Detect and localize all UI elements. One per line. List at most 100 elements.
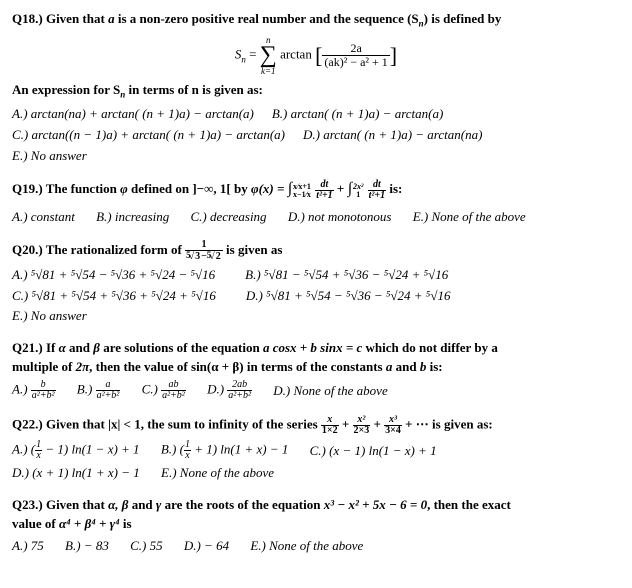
q21-Cl: C.) [142, 382, 162, 397]
q21-Cf: aba²+b² [161, 380, 186, 401]
q18-line2: An expression for Sn in terms of n is gi… [12, 81, 620, 101]
q20-t2: is given as [226, 242, 282, 257]
q21-line2: multiple of 2π, then the value of sin(α … [12, 358, 620, 376]
q22-options: A.) (1x − 1) ln(1 − x) + 1 B.) (1x + 1) … [12, 440, 620, 482]
q19-i1hi: x⁄x+1x−1⁄x [292, 183, 312, 199]
q18-options: A.) arctan(na) + arctan( (n + 1)a) − arc… [12, 104, 620, 164]
q23-E: E.) None of the above [250, 537, 363, 555]
q19-D: D.) not monotonous [288, 208, 392, 226]
q22-abs: |x| < 1 [108, 417, 141, 432]
q19-frac1: dtt²+1 [315, 180, 333, 201]
q19-plus: + [337, 181, 348, 196]
q19-i2l: 1 [352, 191, 364, 199]
q23-abg: α, β [108, 497, 128, 512]
q23-options: A.) 75 B.) − 83 C.) 55 D.) − 64 E.) None… [12, 536, 620, 555]
q22-E: E.) None of the above [161, 464, 274, 482]
q19-phix: φ(x) = [251, 181, 288, 196]
q21-b: β [93, 340, 100, 355]
root5r-icon: 5 [207, 250, 212, 260]
q18-sumbot: k=1 [260, 65, 277, 77]
q22-num: Q22.) [12, 417, 43, 432]
q22-f3d: 3×4 [384, 426, 402, 436]
q19-B: B.) increasing [96, 208, 169, 226]
q19-i1l: x−1⁄x [292, 191, 312, 199]
q18-arctan: arctan [280, 46, 312, 61]
q20-B: B.) ⁵√81 − ⁵√54 + ⁵√36 − ⁵√24 + ⁵√16 [245, 266, 448, 284]
q21-Dl: D.) [207, 382, 227, 397]
q22-f2d: 2×3 [353, 426, 371, 436]
q22-p3: + ⋯ [402, 417, 429, 432]
q23-C: C.) 55 [130, 537, 163, 555]
q19-t2: defined on [128, 181, 193, 196]
q19-t1: The function [46, 181, 120, 196]
q22-t1: Given that [46, 417, 108, 432]
sum-icon: n∑k=1 [260, 34, 277, 77]
q21-l2d: is: [426, 359, 442, 374]
q18-B: B.) arctan( (n + 1)a) − arctan(a) [272, 105, 443, 123]
q20-stem: Q20.) The rationalized form of 15√3−5√2 … [12, 240, 620, 262]
q22-A: A.) (1x − 1) ln(1 − x) + 1 [12, 440, 140, 461]
sigma-icon: ∑ [260, 46, 277, 65]
q21-A: A.) ba²+b² [12, 380, 56, 401]
q23-t1: Given that [46, 497, 108, 512]
q18-D: D.) arctan( (n + 1)a) − arctan(na) [303, 126, 482, 144]
q22-f2: x²2×3 [353, 415, 371, 436]
q22-f1: x1×2 [321, 415, 339, 436]
q20-num: Q20.) [12, 242, 43, 257]
q22-Bf: 1x [184, 440, 191, 461]
q21-and1: and [66, 340, 93, 355]
q19-int: ]−∞, 1[ [192, 181, 230, 196]
q20-fd: 5√3−5√2 [185, 251, 223, 262]
q18-C: C.) arctan((n − 1)a) + arctan( (n + 1)a)… [12, 126, 285, 144]
q18-t1: Given that [46, 11, 108, 26]
q19-t4: is: [389, 181, 402, 196]
q21-sin: sin(α + β) [191, 359, 244, 374]
q18-A: A.) arctan(na) + arctan( (n + 1)a) − arc… [12, 105, 254, 123]
q21-Bf: aa²+b² [96, 380, 121, 401]
q22-t2: , the sum to infinity of the series [141, 417, 321, 432]
q20-t1: The rationalized form of [46, 242, 185, 257]
q21-B: B.) aa²+b² [77, 380, 121, 401]
q21-l2c: in terms of the constants [244, 359, 386, 374]
q19-t3: by [231, 181, 251, 196]
q21-stem: Q21.) If α and β are solutions of the eq… [12, 339, 620, 357]
q18: Q18.) Given that a is a non-zero positiv… [12, 10, 620, 164]
q18-seq: (S [407, 11, 419, 26]
q23-line2: value of α⁴ + β⁴ + γ⁴ is [12, 515, 620, 533]
q20-fdr: 2 [215, 250, 222, 262]
q21-t2: are solutions of the equation [100, 340, 263, 355]
q21-num: Q21.) [12, 340, 43, 355]
q23-t2: are the roots of the equation [161, 497, 323, 512]
q21-D: D.) 2aba²+b² [207, 380, 252, 401]
q19-i2: 2x²1 [352, 183, 364, 199]
q23-l2a: value of [12, 516, 59, 531]
q21-a: α [59, 340, 66, 355]
q18-fd: (ak)² − a² + 1 [322, 56, 389, 69]
q23-and: and [128, 497, 155, 512]
q18-l2a: An expression for S [12, 82, 120, 97]
q22-p1: + [339, 417, 353, 432]
q21-t1: If [46, 340, 59, 355]
q21-Cd: a²+b² [161, 391, 186, 401]
q23: Q23.) Given that α, β and γ are the root… [12, 496, 620, 555]
q18-eq: = [246, 46, 260, 61]
q21-Bl: B.) [77, 382, 96, 397]
q18-frac: 2a(ak)² − a² + 1 [322, 42, 389, 69]
q22-f1d: 1×2 [321, 426, 339, 436]
q20-options: A.) ⁵√81 + ⁵√54 − ⁵√36 + ⁵√24 − ⁵√16B.) … [12, 265, 620, 325]
q22-Bp: B.) [161, 442, 180, 457]
q19-options: A.) constant B.) increasing C.) decreasi… [12, 207, 620, 226]
q21-Ad: a²+b² [31, 391, 56, 401]
q18-formula: Sn = n∑k=1 arctan [2a(ak)² − a² + 1] [12, 34, 620, 77]
q19-E: E.) None of the above [413, 208, 526, 226]
q19-phi: φ [120, 181, 128, 196]
root5l-icon: 5 [186, 250, 191, 260]
q21-Bd: a²+b² [96, 391, 121, 401]
q22-f3: x³3×4 [384, 415, 402, 436]
q22: Q22.) Given that |x| < 1, the sum to inf… [12, 415, 620, 482]
q19-num: Q19.) [12, 181, 43, 196]
q22-C: C.) (x − 1) ln(1 − x) + 1 [310, 442, 437, 460]
q18-l2b: in terms of n is given as: [125, 82, 263, 97]
q19-A: A.) constant [12, 208, 75, 226]
q21-2pi: 2π [76, 359, 90, 374]
